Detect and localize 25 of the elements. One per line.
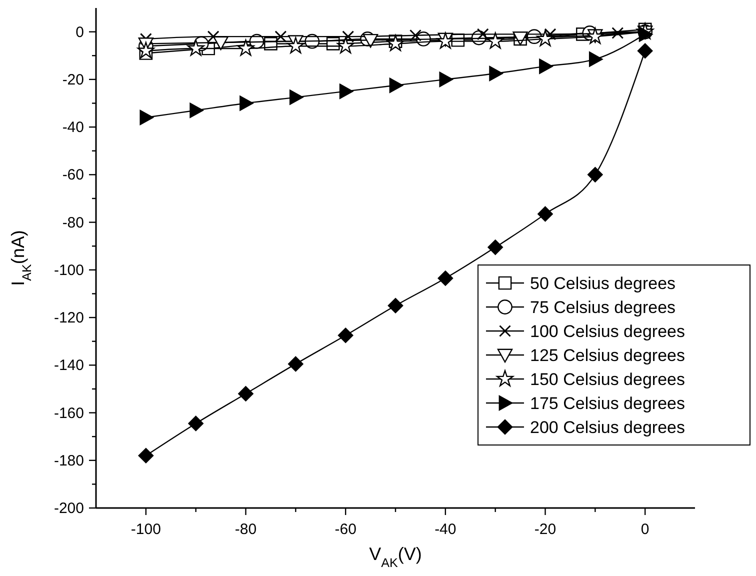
legend-label: 125 Celsius degrees — [530, 346, 685, 365]
y-tick-label: -40 — [62, 119, 84, 136]
y-tick-label: -120 — [54, 310, 84, 327]
x-tick-label: -40 — [434, 521, 456, 538]
x-tick-label: 0 — [640, 521, 650, 538]
legend-label: 150 Celsius degrees — [530, 370, 685, 389]
y-tick-label: 0 — [76, 24, 84, 41]
x-tick-label: -60 — [334, 521, 356, 538]
y-tick-label: -200 — [54, 500, 84, 517]
y-tick-label: -60 — [62, 166, 84, 184]
y-tick-label: -80 — [62, 214, 84, 232]
x-axis-title: V$_{AK}$(V) — [369, 544, 422, 570]
legend-label: 200 Celsius degrees — [530, 418, 685, 437]
x-tick-label: -80 — [234, 521, 257, 538]
y-tick-label: -20 — [62, 71, 84, 88]
legend-label: 75 Celsius degrees — [530, 298, 676, 317]
x-tick-label: -100 — [130, 521, 161, 538]
x-tick-label: -20 — [534, 521, 556, 538]
legend-label: 100 Celsius degrees — [530, 322, 685, 341]
y-tick-label: -180 — [54, 452, 84, 470]
legend-label: 175 Celsius degrees — [530, 394, 685, 413]
legend-label: 50 Celsius degrees — [530, 274, 676, 293]
y-tick-label: -140 — [54, 357, 84, 374]
y-tick-label: -100 — [54, 262, 84, 279]
y-tick-label: -160 — [54, 404, 84, 422]
